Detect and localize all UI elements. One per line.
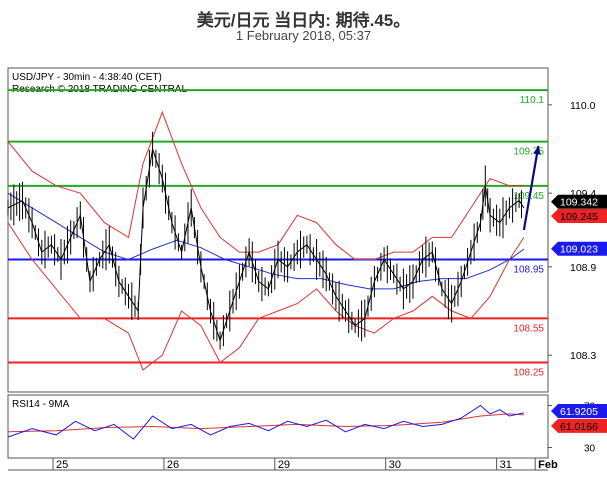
rsi-tick-label: 30 — [584, 444, 596, 455]
forecast-arrow — [522, 145, 540, 231]
x-day-label: 25 — [56, 459, 68, 471]
rsi-tag-box — [551, 403, 607, 418]
price-tag-box — [551, 194, 607, 209]
price-tag-label: 109.342 — [560, 197, 598, 209]
price-tag-label: 109.245 — [560, 211, 598, 223]
x-day-label: 30 — [389, 459, 401, 471]
level-label-pivot: 108.95 — [513, 264, 544, 275]
x-day-label: Feb — [538, 459, 558, 471]
chart-info-symbol: USD/JPY - 30min - 4:38:40 (CET) — [12, 72, 162, 83]
price-tag-box — [551, 241, 607, 256]
x-day-label: 29 — [278, 459, 290, 471]
price-tag-box — [551, 209, 607, 224]
rsi-tag-box — [551, 418, 607, 433]
rsi-tag-label: 61.9205 — [560, 406, 598, 418]
x-day-label: 31 — [500, 459, 512, 471]
forecast-arrow-head — [533, 146, 541, 155]
y-tick-label: 108.9 — [570, 262, 596, 274]
rsi-line — [7, 404, 525, 440]
level-label-resistance: 110.1 — [520, 95, 545, 106]
x-day-label: 26 — [167, 459, 179, 471]
chart-title: 美元/日元 当日内: 期待.45。 — [196, 11, 411, 30]
y-tick-label: 108.3 — [570, 350, 596, 362]
price-tag-label: 109.023 — [560, 244, 598, 256]
level-label-resistance: 109.75 — [513, 147, 544, 158]
moving-average-line — [7, 192, 525, 290]
rsi-label: RSI14 - 9MA — [12, 399, 70, 410]
level-label-support: 108.55 — [513, 323, 544, 334]
level-label-support: 108.25 — [513, 368, 544, 379]
main-plot-frame — [7, 67, 549, 393]
y-tick-label: 110.0 — [570, 100, 596, 112]
rsi-tag-label: 61.0166 — [560, 421, 598, 433]
price-line — [7, 148, 525, 343]
chart-subtitle: 1 February 2018, 05:37 — [235, 28, 372, 43]
rsi-plot-frame — [7, 394, 549, 459]
